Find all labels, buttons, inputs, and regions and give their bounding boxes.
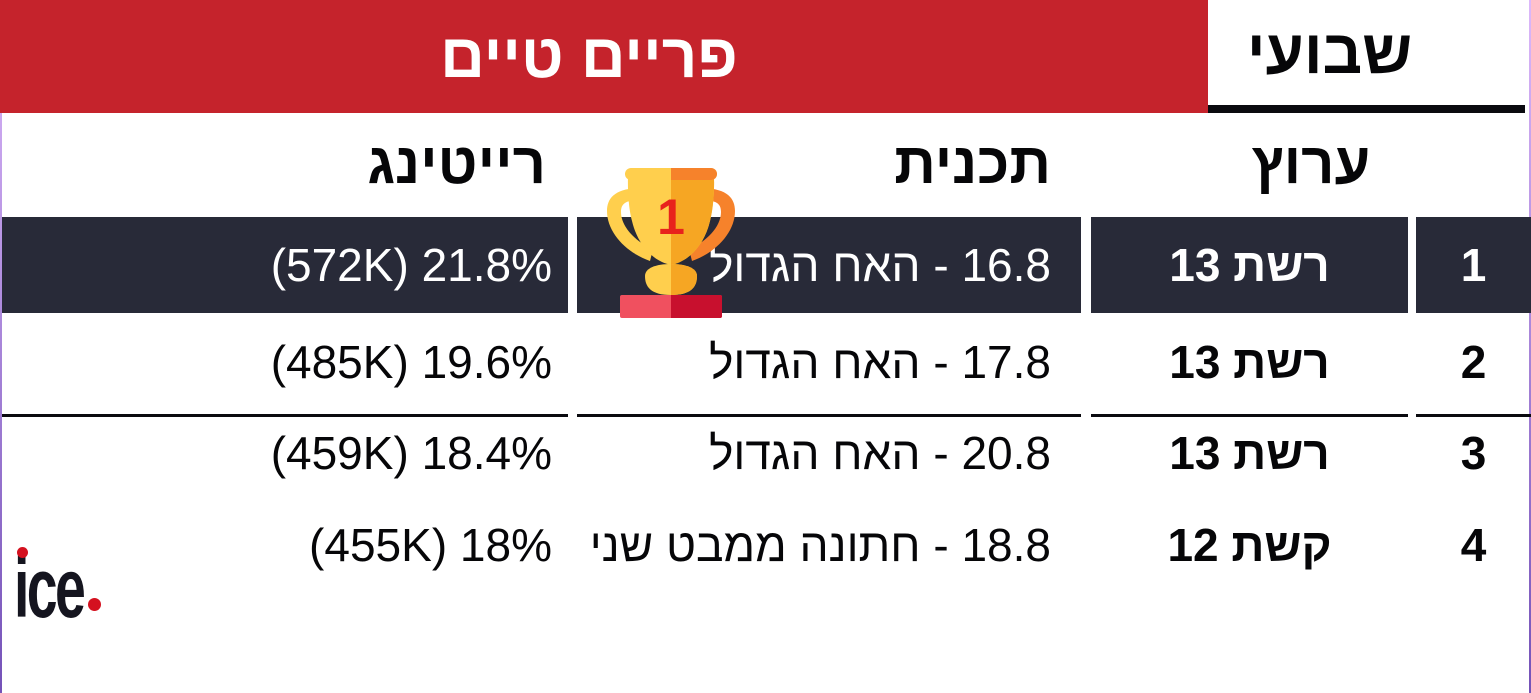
svg-text:1: 1 bbox=[657, 189, 685, 245]
